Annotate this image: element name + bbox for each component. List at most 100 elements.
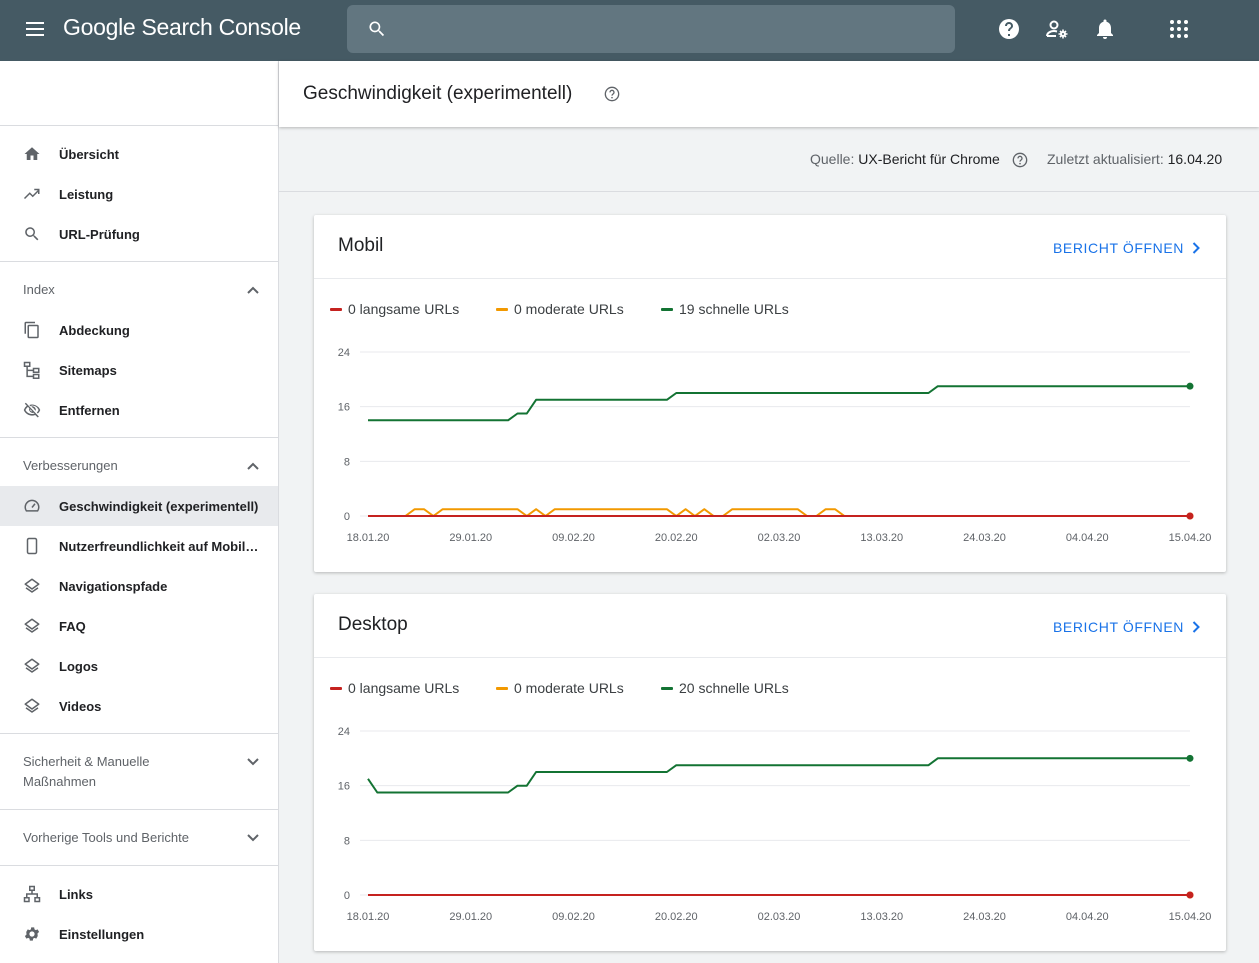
x-tick-label: 09.02.20 — [552, 911, 595, 923]
series-end-point — [1186, 512, 1194, 520]
legend-item-moderate[interactable]: 0 moderate URLs — [496, 680, 624, 696]
home-icon — [24, 147, 40, 160]
y-tick-label: 16 — [338, 402, 350, 414]
legend-swatch — [661, 686, 673, 690]
sidebar-item-mobile-usability[interactable]: Nutzerfreundlichkeit auf Mobil… — [0, 526, 278, 566]
apps-icon[interactable] — [1167, 17, 1191, 41]
section-header-security[interactable]: Sicherheit & Manuelle Maßnahmen — [0, 752, 278, 792]
report-card-mobile: Mobil BERICHT ÖFFNEN 0 langsame URLs 0 m… — [314, 215, 1226, 572]
sidebar-item-label: Leistung — [59, 186, 114, 202]
x-tick-label: 15.04.20 — [1169, 911, 1212, 923]
brand-product: Search Console — [141, 14, 301, 40]
sidebar-item-label: Abdeckung — [59, 322, 130, 338]
series-line — [368, 385, 1190, 422]
sidebar-item-removals[interactable]: Entfernen — [0, 390, 278, 430]
open-report-link[interactable]: BERICHT ÖFFNEN — [1053, 619, 1200, 635]
x-tick-label: 02.03.20 — [758, 532, 801, 544]
search-icon — [369, 21, 385, 37]
sidebar-item-label: Links — [59, 886, 93, 902]
sidebar-item-settings[interactable]: Einstellungen — [0, 914, 278, 954]
source-value: UX-Bericht für Chrome — [858, 151, 1000, 167]
sidebar-item-label: Entfernen — [59, 402, 120, 418]
sidebar-item-sitemaps[interactable]: Sitemaps — [0, 350, 278, 390]
legend-swatch — [496, 307, 508, 311]
section-header-index[interactable]: Index — [0, 280, 278, 302]
y-tick-label: 0 — [344, 511, 350, 523]
help-outline-icon[interactable] — [1012, 152, 1028, 168]
legend-swatch — [661, 307, 673, 311]
sidebar-item-faq[interactable]: FAQ — [0, 606, 278, 646]
sidebar-item-label: Einstellungen — [59, 926, 145, 942]
section-header-label: Maßnahmen — [23, 774, 96, 789]
sidebar-item-label: Übersicht — [59, 146, 119, 162]
section-header-label: Verbesserungen — [23, 458, 118, 473]
open-report-link[interactable]: BERICHT ÖFFNEN — [1053, 240, 1200, 256]
legend-label: 0 moderate URLs — [514, 680, 624, 696]
x-tick-label: 24.03.20 — [963, 911, 1006, 923]
search-box[interactable] — [347, 5, 955, 53]
sidebar-item-logos[interactable]: Logos — [0, 646, 278, 686]
sidebar-item-videos[interactable]: Videos — [0, 686, 278, 726]
legend-label: 19 schnelle URLs — [679, 301, 789, 317]
bell-icon[interactable] — [1093, 17, 1117, 41]
help-outline-icon[interactable] — [604, 86, 620, 102]
y-tick-label: 8 — [344, 835, 350, 847]
section-header-label: Index — [23, 282, 55, 297]
sidebar-item-coverage[interactable]: Abdeckung — [0, 310, 278, 350]
sidebar-item-links[interactable]: Links — [0, 874, 278, 914]
y-tick-label: 24 — [338, 347, 350, 359]
chevron-up-icon — [247, 462, 259, 470]
legend-item-moderate[interactable]: 0 moderate URLs — [496, 301, 624, 317]
help-icon[interactable] — [997, 17, 1021, 41]
sidebar-item-overview[interactable]: Übersicht — [0, 134, 278, 174]
sidebar-divider — [0, 125, 278, 126]
x-tick-label: 04.04.20 — [1066, 532, 1109, 544]
card-divider — [314, 278, 1226, 279]
sidebar-item-performance[interactable]: Leistung — [0, 174, 278, 214]
chevron-down-icon — [247, 758, 259, 766]
x-tick-label: 13.03.20 — [860, 911, 903, 923]
sidebar-item-url-inspection[interactable]: URL-Prüfung — [0, 214, 278, 254]
last-updated: Zuletzt aktualisiert: 16.04.20 — [1047, 151, 1222, 167]
menu-icon[interactable] — [23, 19, 47, 41]
sidebar: Übersicht Leistung URL-Prüfung Index Abd… — [0, 61, 279, 963]
layers-icon — [24, 618, 40, 633]
sidebar-divider — [0, 809, 278, 810]
legend-label: 0 moderate URLs — [514, 301, 624, 317]
sidebar-item-label: Videos — [59, 698, 102, 714]
layers-icon — [24, 578, 40, 593]
x-tick-label: 18.01.20 — [347, 532, 390, 544]
legend-item-fast[interactable]: 20 schnelle URLs — [661, 680, 789, 696]
updated-label: Zuletzt aktualisiert: — [1047, 151, 1164, 167]
series-line — [367, 757, 1190, 794]
search-icon — [25, 227, 39, 241]
section-header-enhancements[interactable]: Verbesserungen — [0, 456, 278, 478]
sidebar-item-label: Sitemaps — [59, 362, 117, 378]
legend-item-slow[interactable]: 0 langsame URLs — [330, 301, 459, 317]
open-report-label: BERICHT ÖFFNEN — [1052, 619, 1184, 635]
legend-item-slow[interactable]: 0 langsame URLs — [330, 680, 459, 696]
section-header-label: Sicherheit & Manuelle — [23, 754, 150, 769]
search-input[interactable] — [403, 15, 933, 43]
sidebar-item-speed[interactable]: Geschwindigkeit (experimentell) — [0, 486, 278, 526]
x-tick-label: 13.03.20 — [860, 532, 903, 544]
content-divider — [279, 191, 1259, 192]
card-divider — [314, 657, 1226, 658]
chevron-right-icon — [1192, 242, 1200, 254]
sidebar-item-label: URL-Prüfung — [59, 226, 140, 242]
sitemap-icon — [23, 361, 40, 379]
app-logo[interactable]: Google Search Console — [63, 14, 301, 41]
series-end-point — [1186, 891, 1194, 899]
manage-users-icon[interactable] — [1045, 17, 1069, 41]
legend-label: 0 langsame URLs — [348, 680, 460, 696]
legend-item-fast[interactable]: 19 schnelle URLs — [661, 301, 789, 317]
section-header-legacy-tools[interactable]: Vorherige Tools und Berichte — [0, 828, 278, 850]
y-tick-label: 16 — [338, 781, 350, 793]
speedometer-icon — [24, 499, 40, 512]
x-tick-label: 18.01.20 — [347, 911, 390, 923]
legend-swatch — [496, 686, 508, 690]
legend-label: 20 schnelle URLs — [679, 680, 789, 696]
open-report-label: BERICHT ÖFFNEN — [1052, 240, 1184, 256]
chart-desktop: 0 8 16 24 18.01.20 29.01.20 09.02.20 20.02.20 02… — [338, 726, 1212, 923]
sidebar-item-breadcrumbs[interactable]: Navigationspfade — [0, 566, 278, 606]
